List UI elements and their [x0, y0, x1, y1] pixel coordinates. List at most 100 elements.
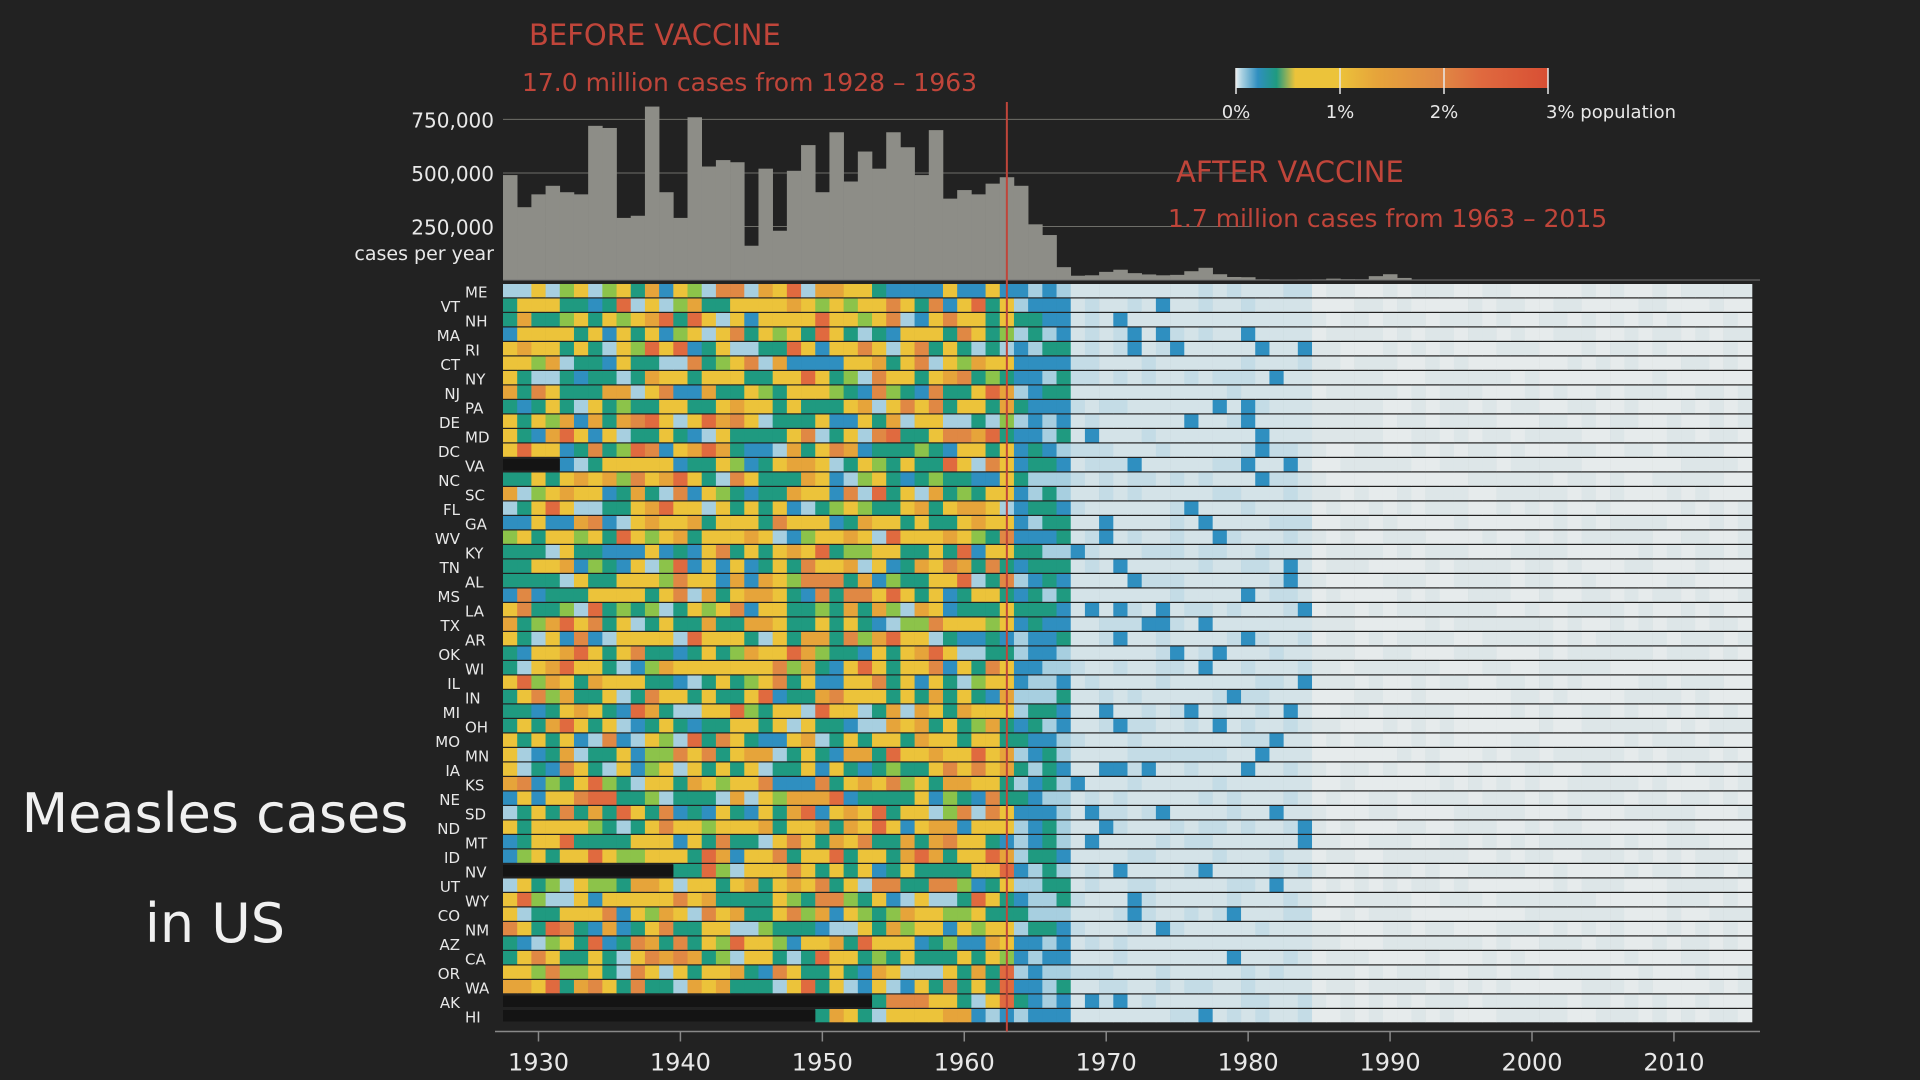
heatmap-cell [843, 907, 859, 921]
heatmap-cell [1652, 820, 1668, 834]
heatmap-cell [1539, 922, 1554, 936]
heatmap-cell [1170, 704, 1185, 718]
heatmap-cell [1241, 980, 1256, 994]
heatmap-cell [744, 951, 759, 965]
heatmap-cell [1581, 936, 1597, 950]
heatmap-cell [1723, 762, 1739, 776]
heatmap-cell [1340, 878, 1355, 892]
heatmap-cell [801, 501, 816, 515]
heatmap-cell [630, 327, 646, 341]
heatmap-cell [1681, 762, 1696, 776]
heatmap-cell [843, 849, 859, 863]
heatmap-cell [630, 719, 646, 733]
heatmap-cell [517, 501, 532, 515]
heatmap-cell [1638, 327, 1653, 341]
heatmap-cell [772, 574, 788, 588]
heatmap-cell [659, 936, 674, 950]
heatmap-cell [1013, 965, 1029, 979]
heatmap-cell [1269, 414, 1284, 428]
heatmap-cell [687, 603, 703, 617]
heatmap-cell [1198, 864, 1213, 878]
heatmap-cell [1084, 327, 1100, 341]
heatmap-cell [1042, 298, 1057, 312]
heatmap-cell [1198, 327, 1213, 341]
heatmap-cell [1553, 298, 1568, 312]
heatmap-cell [772, 545, 788, 559]
heatmap-cell [1013, 646, 1029, 660]
heatmap-cell [559, 777, 575, 791]
heatmap-cell [559, 414, 575, 428]
heatmap-cell [1354, 284, 1370, 298]
heatmap-cell [545, 936, 561, 950]
heatmap-cell [1127, 864, 1142, 878]
heatmap-cell [886, 980, 901, 994]
heatmap-cell [857, 356, 873, 370]
heatmap-cell [1567, 719, 1582, 733]
heatmap-cell [1595, 603, 1611, 617]
heatmap-cell [758, 327, 773, 341]
heatmap-cell [1084, 806, 1100, 820]
heatmap-cell [1013, 559, 1029, 573]
heatmap-cell [1553, 516, 1568, 530]
heatmap-cell [1013, 617, 1029, 631]
heatmap-cell [900, 313, 915, 327]
heatmap-cell [588, 284, 603, 298]
heatmap-cell [730, 719, 745, 733]
heatmap-cell [872, 342, 887, 356]
heatmap-cell [1283, 400, 1299, 414]
heatmap-cell [1638, 878, 1653, 892]
heatmap-cell [1283, 501, 1299, 515]
heatmap-cell [673, 284, 688, 298]
heatmap-cell [1482, 777, 1497, 791]
heatmap-cell [1581, 704, 1597, 718]
heatmap-cell [1567, 936, 1582, 950]
heatmap-cell [1638, 733, 1653, 747]
heatmap-cell [801, 907, 816, 921]
heatmap-cell [1510, 1009, 1526, 1023]
heatmap-cell [985, 994, 1001, 1008]
heatmap-cell [1610, 603, 1625, 617]
heatmap-cell [758, 284, 773, 298]
heatmap-cell [1397, 501, 1412, 515]
heatmap-cell [744, 313, 759, 327]
heatmap-cell [914, 443, 930, 457]
heatmap-cell [630, 936, 646, 950]
heatmap-cell [829, 965, 844, 979]
heatmap-cell [1482, 356, 1497, 370]
heatmap-cell [1226, 878, 1242, 892]
heatmap-cell [829, 458, 844, 472]
heatmap-cell [1539, 414, 1554, 428]
heatmap-cell [573, 835, 589, 849]
heatmap-cell [503, 965, 518, 979]
heatmap-cell [1141, 806, 1157, 820]
heatmap-cell [1141, 487, 1157, 501]
heatmap-cell [758, 661, 773, 675]
heatmap-cell [559, 559, 575, 573]
heatmap-cell [1439, 907, 1455, 921]
heatmap-cell [971, 617, 986, 631]
heatmap-cell [1723, 864, 1739, 878]
heatmap-cell [758, 385, 773, 399]
heatmap-cell [1468, 458, 1483, 472]
heatmap-cell [1567, 313, 1582, 327]
heatmap-cell [1226, 777, 1242, 791]
heatmap-cell [545, 501, 561, 515]
heatmap-cell [687, 342, 703, 356]
heatmap-cell [872, 994, 887, 1008]
heatmap-cell [914, 356, 930, 370]
heatmap-cell [701, 690, 717, 704]
heatmap-cell [1212, 806, 1228, 820]
heatmap-cell [1155, 298, 1171, 312]
heatmap-cell [1652, 356, 1668, 370]
heatmap-cell [801, 980, 816, 994]
heatmap-cell [928, 545, 944, 559]
heatmap-cell [517, 704, 532, 718]
heatmap-cell [602, 835, 617, 849]
heatmap-cell [1170, 371, 1185, 385]
heatmap-cell [1042, 733, 1057, 747]
heatmap-cell [630, 487, 646, 501]
heatmap-cell [829, 661, 844, 675]
heatmap-cell [1255, 487, 1270, 501]
heatmap-cell [1453, 574, 1469, 588]
heatmap-cell [1099, 965, 1114, 979]
